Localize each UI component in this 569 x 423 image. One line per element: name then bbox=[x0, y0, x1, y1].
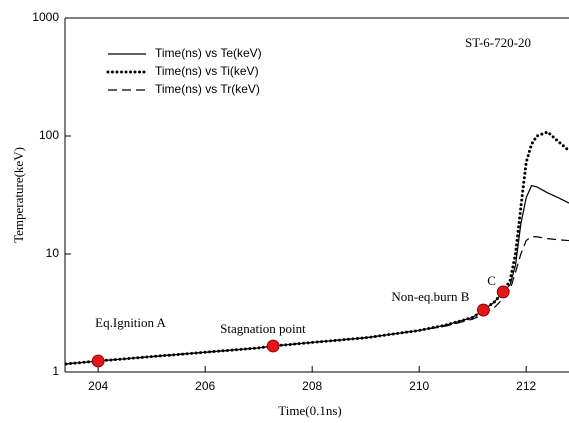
y-axis-label: Temperature(keV) bbox=[11, 147, 26, 243]
marker bbox=[266, 339, 280, 353]
x-tick-label: 204 bbox=[88, 379, 108, 393]
x-axis-label: Time(0.1ns) bbox=[278, 403, 341, 418]
annotation: C bbox=[487, 273, 496, 288]
y-tick-label: 10 bbox=[46, 246, 60, 260]
note: ST-6-720-20 bbox=[465, 35, 531, 50]
legend-label: Time(ns) vs Ti(keV) bbox=[155, 64, 259, 78]
marker bbox=[476, 303, 490, 317]
x-tick-label: 210 bbox=[409, 379, 429, 393]
marker bbox=[91, 354, 105, 368]
annotation: Stagnation point bbox=[220, 321, 306, 336]
y-tick-label: 1000 bbox=[32, 10, 59, 24]
marker bbox=[496, 285, 510, 299]
annotation: Eq.Ignition A bbox=[95, 315, 166, 330]
y-tick-label: 100 bbox=[39, 128, 59, 142]
x-tick-label: 208 bbox=[302, 379, 322, 393]
series-line bbox=[66, 236, 569, 365]
legend-label: Time(ns) vs Tr(keV) bbox=[155, 82, 260, 96]
annotation: Non-eq.burn B bbox=[391, 289, 469, 304]
x-tick-label: 206 bbox=[195, 379, 215, 393]
x-tick-label: 212 bbox=[516, 379, 536, 393]
y-tick-label: 1 bbox=[52, 364, 59, 378]
legend-label: Time(ns) vs Te(keV) bbox=[155, 46, 262, 60]
